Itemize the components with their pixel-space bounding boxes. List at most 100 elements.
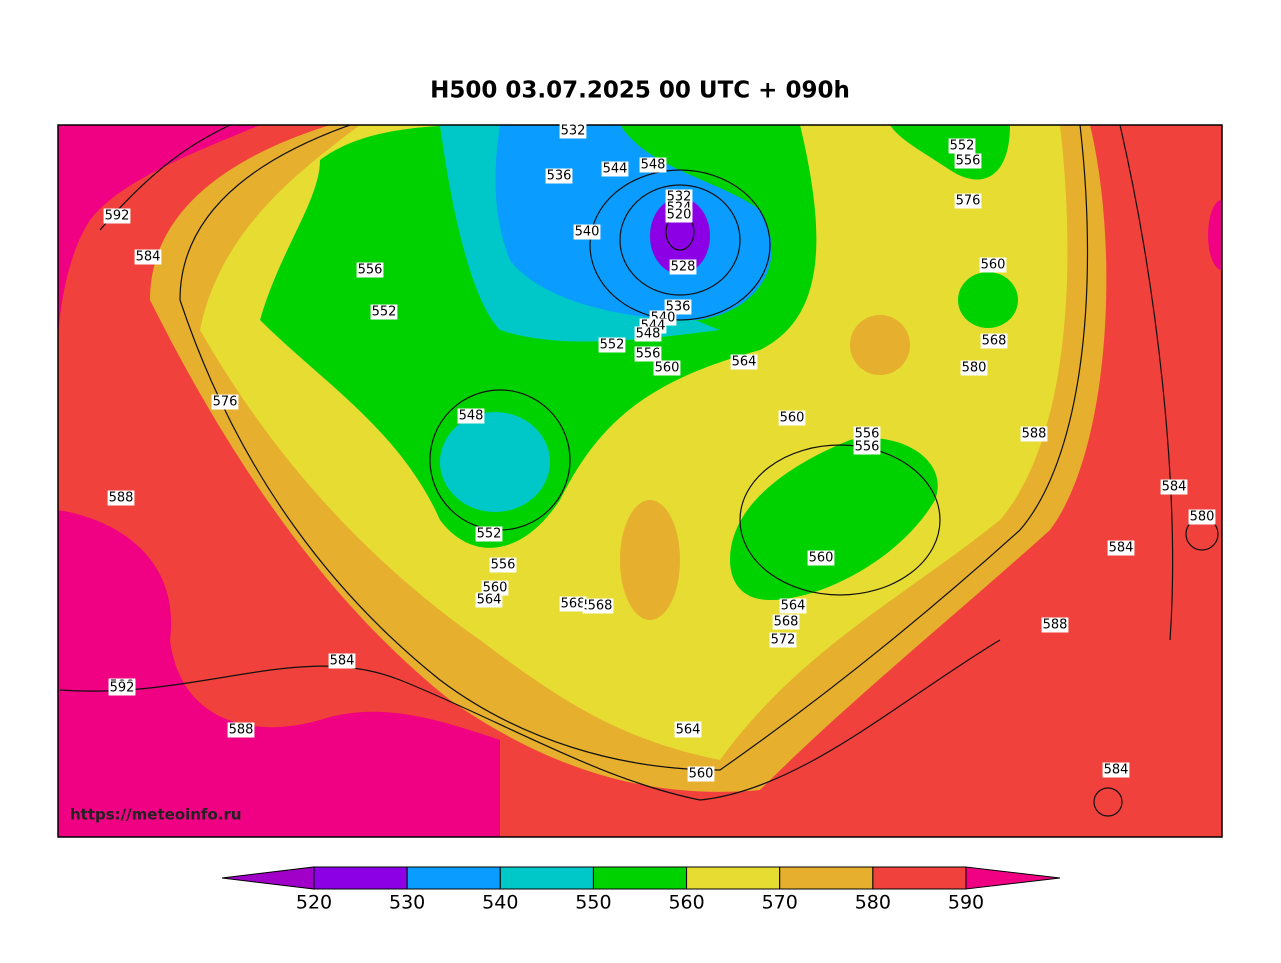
contour-label: 520 — [667, 208, 692, 223]
label-box — [979, 257, 1007, 273]
contour-label: 564 — [732, 355, 757, 370]
colorbar-tick-label: 550 — [575, 892, 611, 914]
label-box — [772, 614, 800, 630]
label-box — [545, 168, 573, 184]
label-box — [227, 722, 255, 738]
contour-label: 532 — [561, 124, 586, 139]
label-box — [730, 354, 758, 370]
contour-label: 528 — [671, 260, 696, 275]
contour-label: 588 — [1043, 618, 1068, 633]
contour-label: 576 — [956, 194, 981, 209]
contour-label: 592 — [110, 681, 135, 696]
label-box — [559, 123, 587, 139]
label-box — [1160, 479, 1188, 495]
colorbar-segment — [406, 866, 501, 890]
colorbar-tick-label: 540 — [482, 892, 518, 914]
colorbar-over — [965, 866, 1061, 890]
label-box — [211, 394, 239, 410]
label-box — [778, 410, 806, 426]
contour-label: 556 — [855, 427, 880, 442]
colorbar-segment — [872, 866, 967, 890]
zone — [1208, 200, 1222, 270]
label-box — [586, 598, 614, 614]
contour-label: 560 — [689, 767, 714, 782]
label-box — [779, 598, 807, 614]
contour-label: 584 — [1109, 541, 1134, 556]
map-title: H500 03.07.2025 00 UTC + 090h — [430, 78, 850, 104]
label-box — [457, 408, 485, 424]
zone — [850, 315, 910, 375]
map-frame — [57, 124, 1223, 838]
label-box — [1041, 617, 1069, 633]
label-box — [665, 207, 693, 223]
colorbar-tick-label: 520 — [296, 892, 332, 914]
colorbar-segment — [313, 866, 408, 890]
isohypse — [619, 184, 741, 296]
colorbar-segment — [779, 866, 874, 890]
contour-label: 552 — [477, 527, 502, 542]
contour-label: 584 — [1104, 763, 1129, 778]
contour-label: 584 — [136, 250, 161, 265]
label-box — [356, 262, 384, 278]
label-box — [954, 153, 982, 169]
colorbar-tick-label: 580 — [855, 892, 891, 914]
label-box — [598, 337, 626, 353]
label-box — [948, 138, 976, 154]
label-box — [807, 550, 835, 566]
isohypse — [589, 169, 771, 321]
contour-label: 560 — [483, 581, 508, 596]
colorbar-under — [221, 866, 315, 890]
label-box — [107, 490, 135, 506]
label-box — [954, 193, 982, 209]
contour-label: 580 — [962, 361, 987, 376]
colorbar-tick-label: 530 — [389, 892, 425, 914]
label-box — [634, 346, 662, 362]
contour-label: 584 — [330, 654, 355, 669]
isohypse — [739, 444, 941, 596]
label-box — [653, 360, 681, 376]
contour-label: 568 — [774, 615, 799, 630]
isohypse — [99, 125, 1174, 641]
contour-label: 588 — [229, 723, 254, 738]
label-box — [1188, 509, 1216, 525]
contour-label: 560 — [809, 551, 834, 566]
colorbar-tick-label: 570 — [762, 892, 798, 914]
contour-label: 548 — [636, 327, 661, 342]
isohypse — [1093, 787, 1123, 817]
zone — [58, 125, 260, 340]
label-box — [1107, 540, 1135, 556]
zone — [620, 500, 680, 620]
zone — [958, 272, 1018, 328]
label-box — [601, 161, 629, 177]
contour-label: 568 — [561, 597, 586, 612]
contour-label: 564 — [781, 599, 806, 614]
contour-label: 544 — [603, 162, 628, 177]
label-box — [687, 766, 715, 782]
contour-label: 556 — [956, 154, 981, 169]
label-box — [639, 157, 667, 173]
contour-label: 576 — [213, 395, 238, 410]
contour-label: 588 — [1022, 427, 1047, 442]
contour-label: 556 — [636, 347, 661, 362]
contour-label: 588 — [109, 491, 134, 506]
contour-label: 540 — [575, 225, 600, 240]
contour-label: 556 — [855, 440, 880, 455]
contour-label: 556 — [491, 558, 516, 573]
label-box — [475, 592, 503, 608]
label-box — [559, 596, 587, 612]
contour-label: 572 — [771, 633, 796, 648]
colorbar-segment — [499, 866, 594, 890]
contour-label: 552 — [600, 338, 625, 353]
zone — [650, 198, 710, 274]
label-box — [1102, 762, 1130, 778]
contour-label: 548 — [641, 158, 666, 173]
label-box — [134, 249, 162, 265]
label-box — [674, 722, 702, 738]
label-box — [573, 224, 601, 240]
contour-label: 568 — [982, 334, 1007, 349]
zone — [58, 510, 500, 837]
label-box — [103, 208, 131, 224]
contour-label: 564 — [676, 723, 701, 738]
contour-label: 592 — [105, 209, 130, 224]
